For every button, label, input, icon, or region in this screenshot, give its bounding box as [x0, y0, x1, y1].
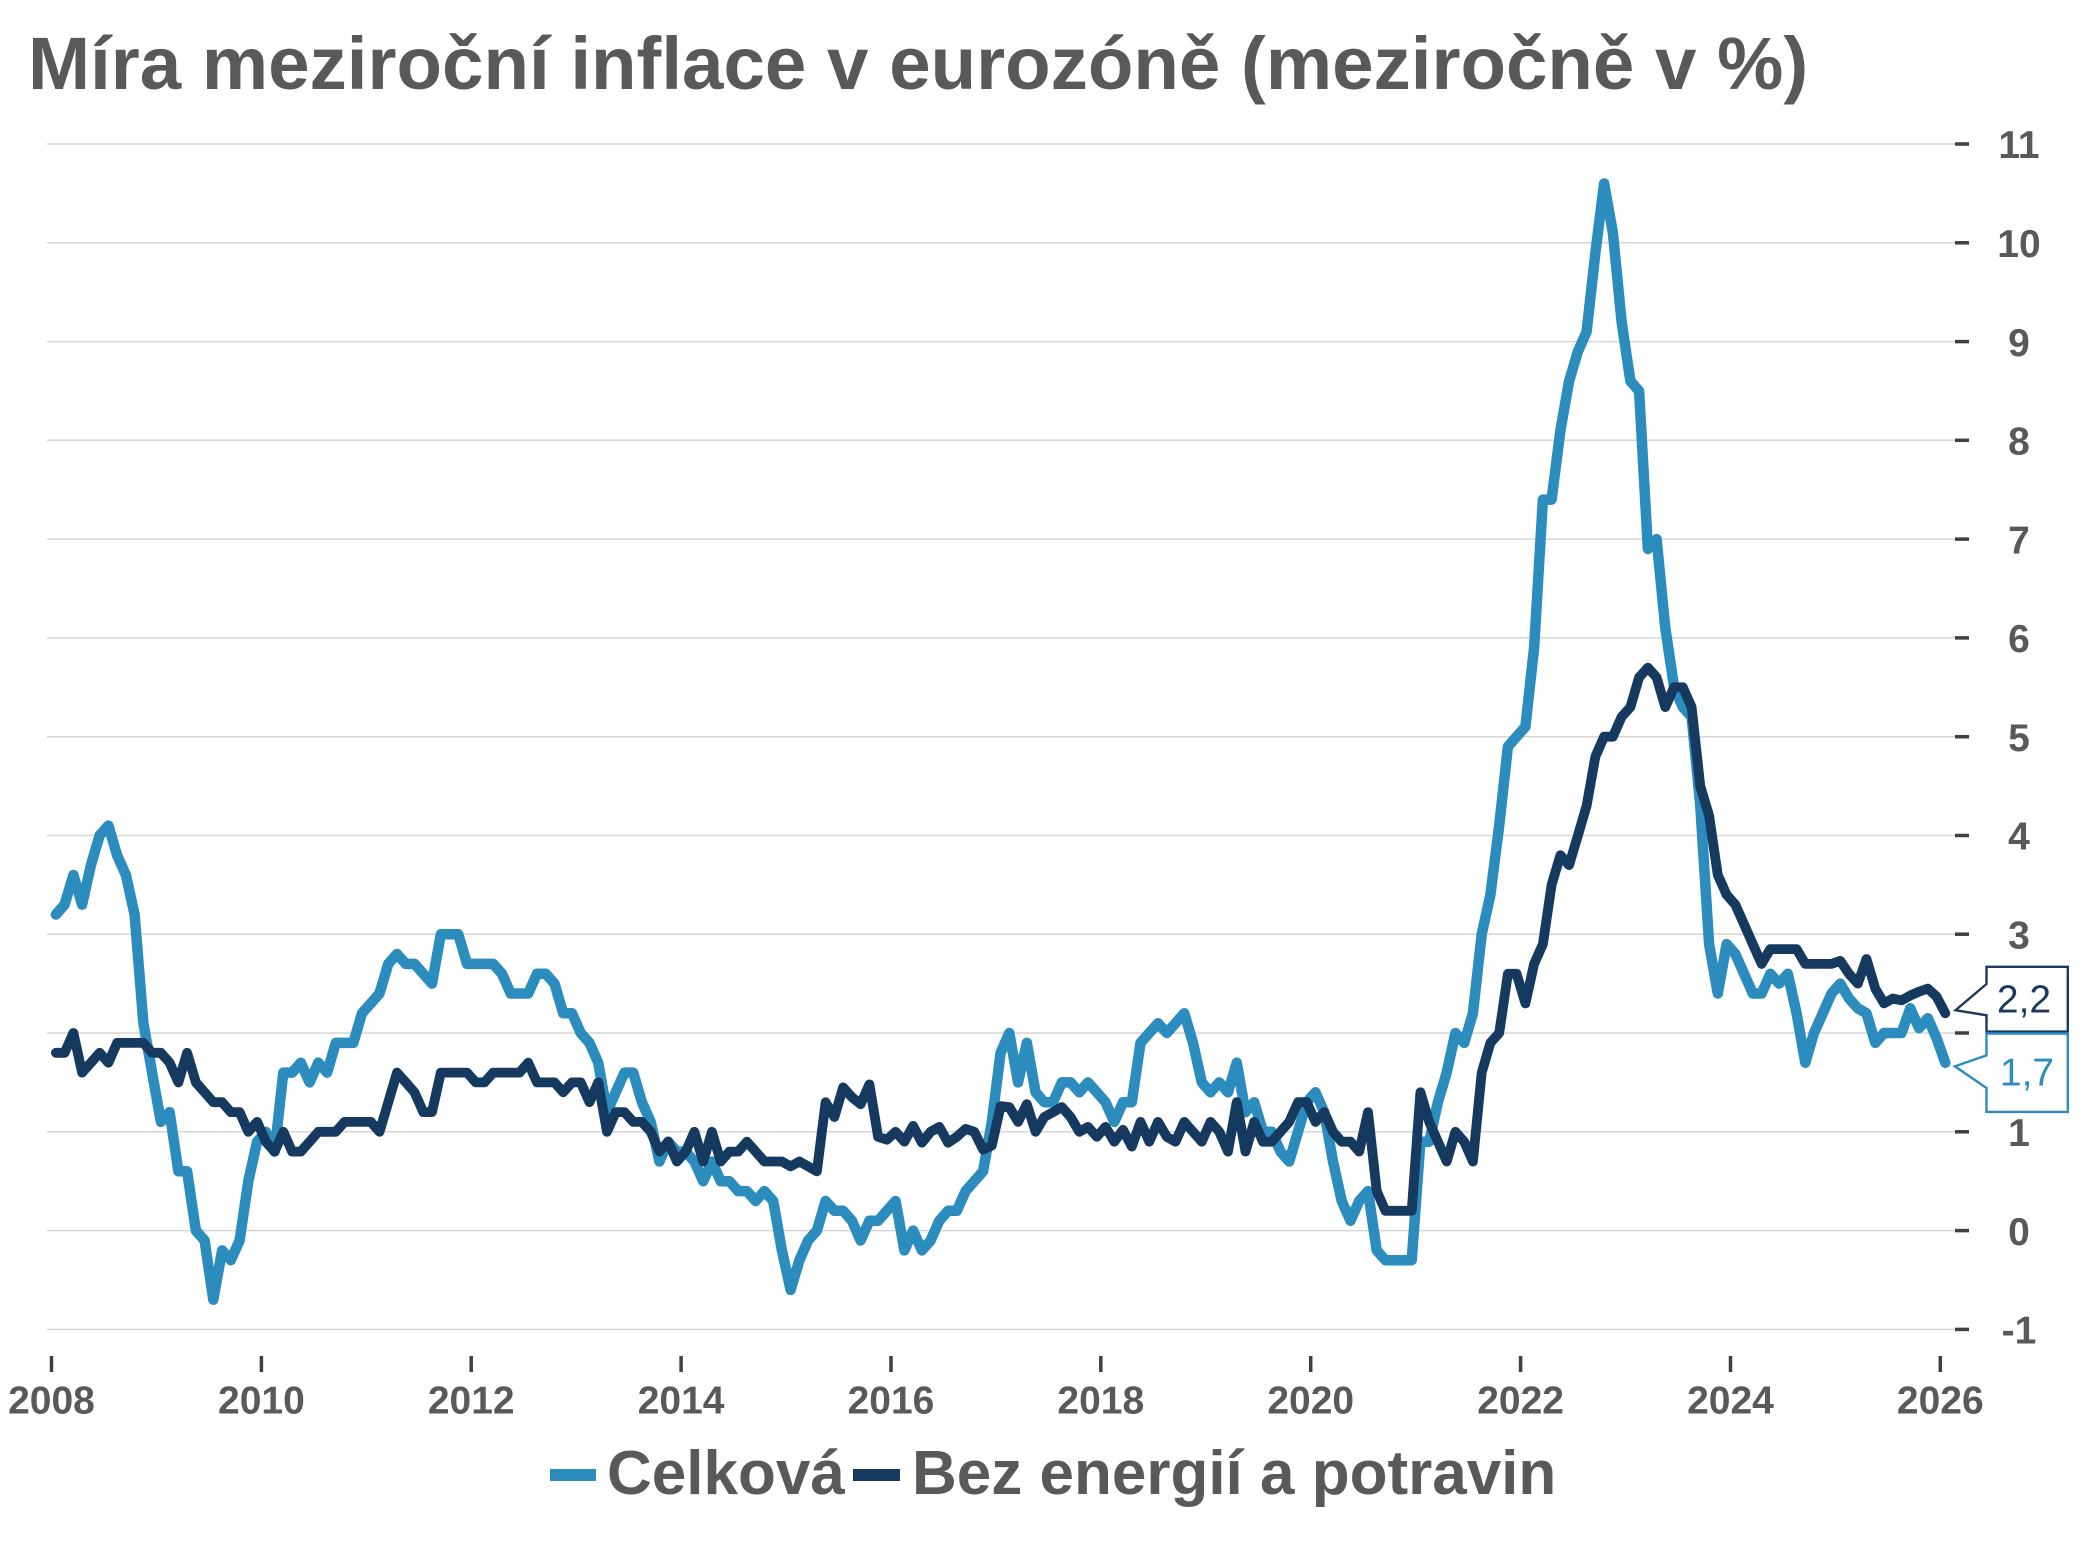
svg-text:1: 1	[2008, 1112, 2030, 1155]
svg-text:Celková: Celková	[607, 1439, 845, 1508]
svg-text:3: 3	[2008, 914, 2030, 957]
svg-text:2014: 2014	[638, 1380, 725, 1423]
svg-text:2012: 2012	[428, 1380, 515, 1423]
svg-text:8: 8	[2008, 421, 2030, 464]
svg-text:10: 10	[1997, 223, 2040, 266]
svg-text:11: 11	[1998, 124, 2039, 167]
svg-text:0: 0	[2008, 1211, 2030, 1254]
svg-text:2016: 2016	[848, 1380, 935, 1423]
svg-text:Míra meziroční inflace v euroz: Míra meziroční inflace v eurozóně (mezir…	[28, 22, 1808, 105]
svg-text:2020: 2020	[1267, 1380, 1354, 1423]
svg-text:7: 7	[2008, 519, 2030, 562]
svg-text:6: 6	[2008, 618, 2030, 661]
svg-text:9: 9	[2008, 322, 2030, 365]
svg-text:Bez energií a potravin: Bez energií a potravin	[912, 1439, 1556, 1508]
svg-text:2024: 2024	[1687, 1380, 1774, 1423]
svg-text:2018: 2018	[1057, 1380, 1144, 1423]
svg-text:1,7: 1,7	[2000, 1052, 2054, 1095]
svg-text:4: 4	[2008, 816, 2030, 859]
svg-text:2022: 2022	[1477, 1380, 1564, 1423]
svg-text:2026: 2026	[1897, 1380, 1984, 1423]
svg-text:5: 5	[2008, 717, 2030, 760]
svg-text:2008: 2008	[8, 1380, 95, 1423]
svg-text:2010: 2010	[218, 1380, 305, 1423]
svg-text:-1: -1	[2002, 1310, 2037, 1353]
svg-text:2,2: 2,2	[1997, 979, 2051, 1022]
